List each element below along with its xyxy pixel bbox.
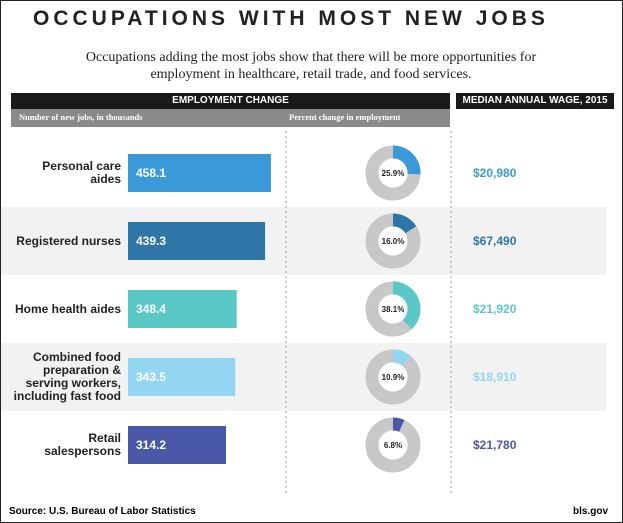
subtitle: Occupations adding the most jobs show th… [85,50,537,82]
bar [128,358,236,396]
donut-arc [392,281,421,330]
wage-label: $21,780 [473,438,517,452]
donut-hole [378,294,408,324]
donut-arc [392,417,405,432]
donut-arc [392,213,417,234]
donut-label: 6.8% [384,441,402,450]
donut-label: 10.9% [382,373,405,382]
category-label: Personal care aides [42,159,121,186]
source: Source: U.S. Bureau of Labor Statistics [9,506,196,517]
bar [128,426,227,464]
donut-hole [378,158,408,188]
bar-label: 439.3 [136,234,166,248]
row-band [1,343,606,411]
bar-label: 348.4 [136,302,166,316]
bar [128,154,271,192]
bar [128,290,237,328]
category-label: Combined food preparation & serving work… [13,350,121,403]
bar-label: 343.5 [136,370,166,384]
donut-hole [378,226,408,256]
category-label: Retail salespersons [44,431,121,458]
donut-hole [378,362,408,392]
category-label: Home health aides [14,301,121,316]
bar [128,222,266,260]
category-label: Registered nurses [16,233,121,248]
donut-label: 25.9% [382,169,405,178]
bar-label: 458.1 [136,166,166,180]
wage-label: $20,980 [473,166,517,180]
donut-arc [392,349,411,367]
donut-hole [378,430,408,460]
title: OCCUPATIONS WITH MOST NEW JOBS [33,7,549,30]
wage-label: $67,490 [473,234,517,248]
bar-label: 314.2 [136,438,166,452]
wage-label: $18,910 [473,370,517,384]
header: MEDIAN ANNUAL WAGE, 2015 [456,93,614,109]
axis-label: Percent change in employment [289,112,401,122]
donut-label: 16.0% [382,237,405,246]
header: EMPLOYMENT CHANGE [11,93,450,109]
subheader-band [11,109,450,127]
credit: bls.gov [573,506,609,517]
axis-label: Number of new jobs, in thousands [19,112,143,122]
wage-label: $21,920 [473,302,517,316]
donut-label: 38.1% [382,305,405,314]
row-band [1,207,606,275]
donut-arc [392,145,421,175]
